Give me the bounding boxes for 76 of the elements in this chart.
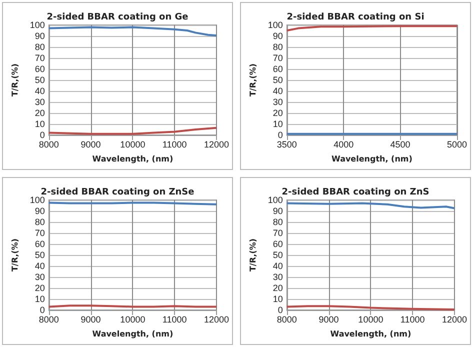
y-tick-label: 100: [268, 20, 283, 30]
x-tick-label: 12000: [204, 314, 229, 324]
y-tick-label: 30: [34, 272, 45, 282]
y-tick-label: 60: [272, 239, 283, 249]
y-tick-label: 30: [34, 97, 45, 107]
y-tick-label: 60: [272, 64, 283, 74]
y-axis-title: T/R,(%): [248, 63, 258, 97]
x-axis-title: Wavelength, (nm): [92, 330, 174, 338]
x-tick-label: 11000: [162, 140, 187, 150]
y-tick-label: 40: [272, 86, 283, 96]
x-tick-label: 10000: [358, 314, 384, 324]
chart-title: 2-sided BBAR coating on ZnSe: [40, 188, 194, 198]
y-tick-label: 50: [272, 250, 283, 260]
y-axis-title: T/R,(%): [248, 238, 258, 272]
y-tick-label: 10: [272, 119, 283, 129]
x-tick-label: 9000: [80, 314, 101, 324]
y-axis-title: T/R,(%): [10, 63, 20, 97]
y-axis-title: T/R,(%): [10, 238, 20, 272]
x-tick-label: 12000: [204, 140, 229, 150]
x-tick-label: 4000: [334, 140, 354, 150]
x-tick-label: 11000: [162, 314, 187, 324]
y-tick-label: 100: [268, 195, 283, 205]
x-tick-label: 5000: [446, 140, 468, 150]
y-tick-label: 50: [34, 250, 45, 260]
x-tick-label: 9000: [80, 140, 101, 150]
y-tick-label: 100: [30, 195, 45, 205]
y-tick-label: 70: [272, 53, 283, 63]
x-tick-label: 9000: [318, 314, 339, 324]
x-tick-label: 10000: [120, 314, 146, 324]
x-axis-title: Wavelength, (nm): [332, 154, 412, 164]
y-tick-label: 90: [272, 206, 283, 216]
x-tick-label: 12000: [442, 314, 467, 324]
y-tick-label: 80: [34, 217, 45, 227]
y-tick-label: 90: [272, 31, 283, 41]
y-tick-label: 0: [278, 305, 283, 315]
y-tick-label: 60: [34, 239, 45, 249]
y-tick-label: 20: [34, 108, 45, 118]
x-tick-label: 8000: [38, 314, 59, 324]
y-tick-label: 20: [34, 283, 45, 293]
chart-title: 2-sided BBAR coating on Si: [286, 12, 424, 22]
x-tick-label: 8000: [38, 140, 59, 150]
y-tick-label: 60: [34, 64, 45, 74]
y-tick-label: 0: [40, 305, 45, 315]
x-tick-label: 8000: [276, 314, 297, 324]
y-tick-label: 70: [34, 53, 45, 63]
y-tick-label: 70: [34, 228, 45, 238]
y-tick-label: 10: [272, 294, 283, 304]
line-series: [48, 26, 218, 36]
y-tick-label: 10: [34, 119, 45, 129]
y-tick-label: 0: [278, 130, 283, 140]
y-tick-label: 80: [34, 42, 45, 52]
y-tick-label: 30: [272, 97, 283, 107]
x-tick-label: 10000: [120, 140, 146, 150]
y-tick-label: 80: [272, 42, 283, 52]
x-tick-label: 4500: [390, 140, 410, 150]
y-tick-label: 50: [34, 75, 45, 85]
x-tick-label: 11000: [400, 314, 425, 324]
y-tick-label: 90: [34, 31, 45, 41]
y-tick-label: 20: [272, 108, 283, 118]
y-tick-label: 10: [34, 294, 45, 304]
y-tick-label: 0: [40, 130, 45, 140]
y-tick-label: 90: [34, 206, 45, 216]
chart-title: 2-sided BBAR coating on ZnS: [282, 188, 430, 198]
y-tick-label: 50: [272, 75, 283, 85]
y-tick-label: 40: [34, 261, 45, 271]
y-tick-label: 70: [272, 228, 283, 238]
y-tick-label: 100: [30, 20, 45, 30]
x-axis-title: Wavelength, (nm): [92, 154, 174, 164]
y-tick-label: 20: [272, 283, 283, 293]
y-tick-label: 80: [272, 217, 283, 227]
y-tick-label: 40: [34, 86, 45, 96]
x-tick-label: 3500: [276, 140, 297, 150]
y-tick-label: 40: [272, 261, 283, 271]
chart-title: 2-sided BBAR coating on Ge: [46, 12, 188, 22]
y-tick-label: 30: [272, 272, 283, 282]
x-axis-title: Wavelength, (nm): [330, 330, 412, 338]
